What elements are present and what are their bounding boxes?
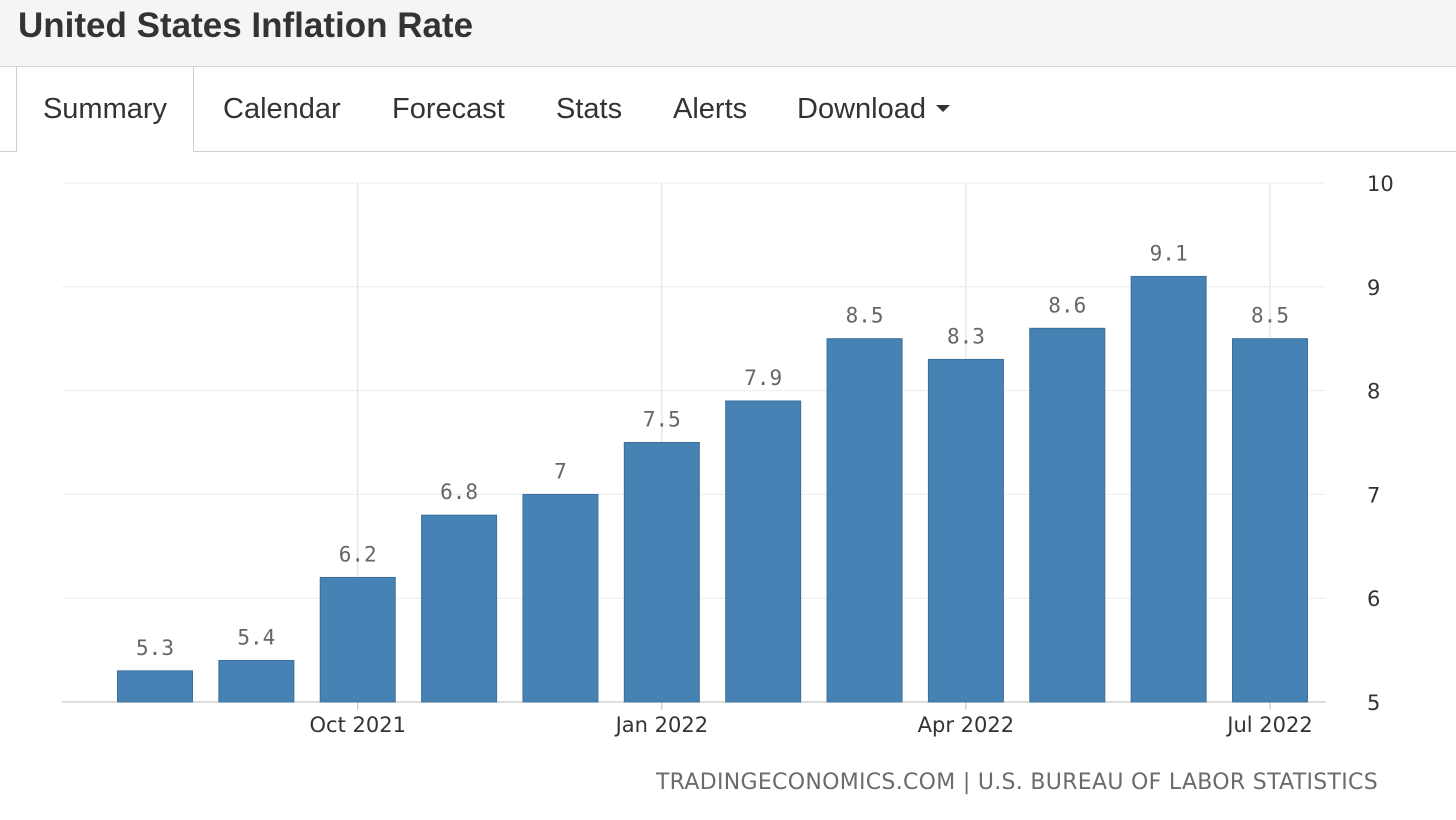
- y-tick-label: 6: [1367, 587, 1380, 611]
- tab-calendar-label: Calendar: [223, 93, 341, 125]
- x-tick-label: Apr 2022: [918, 713, 1014, 737]
- tab-forecast[interactable]: Forecast: [392, 67, 505, 151]
- bar: [927, 358, 1004, 703]
- bar-value-label: 9.1: [1150, 241, 1188, 265]
- bar-value-label: 6.8: [440, 480, 478, 504]
- bar: [623, 442, 700, 703]
- bar: [1130, 275, 1207, 703]
- bar-value-label: 7: [554, 459, 567, 483]
- tab-forecast-label: Forecast: [392, 93, 505, 125]
- tab-alerts-label: Alerts: [673, 93, 748, 125]
- bar-value-label: 8.5: [846, 304, 884, 328]
- bar: [218, 659, 295, 703]
- bar: [522, 493, 599, 703]
- tab-alerts[interactable]: Alerts: [673, 67, 747, 151]
- tab-calendar[interactable]: Calendar: [223, 67, 341, 151]
- y-tick-label: 7: [1367, 483, 1380, 507]
- bar: [319, 576, 396, 703]
- bar-value-label: 8.6: [1048, 293, 1086, 317]
- bar: [1232, 338, 1308, 703]
- bar-value-label: 5.4: [237, 625, 275, 649]
- tab-summary-label: Summary: [42, 93, 168, 125]
- tab-stats[interactable]: Stats: [556, 67, 622, 151]
- y-tick-label: 9: [1367, 276, 1380, 300]
- tab-bar: Summary Calendar Forecast Stats Alerts D…: [0, 67, 1456, 152]
- x-tick-label: Jan 2022: [614, 713, 709, 737]
- bar: [117, 670, 193, 703]
- bar: [421, 514, 498, 703]
- page-title: United States Inflation Rate: [18, 6, 474, 45]
- tab-download-label: Download: [797, 93, 926, 125]
- inflation-bar-chart: 5 6 7 8 9 10 Oct 2021 Jan 2022 Apr 2022 Jul 2022 5…: [62, 172, 1394, 737]
- source-credit: TRADINGECONOMICS.COM | U.S. BUREAU OF LA…: [655, 770, 1378, 795]
- bar: [725, 400, 802, 703]
- bar-value-label: 8.5: [1251, 304, 1289, 328]
- chevron-down-icon: [935, 104, 950, 112]
- bar-value-label: 7.9: [744, 366, 782, 390]
- tab-summary[interactable]: Summary: [16, 67, 194, 152]
- y-tick-label: 5: [1367, 691, 1380, 715]
- title-bar: United States Inflation Rate: [0, 0, 1456, 67]
- bar: [1029, 327, 1106, 703]
- x-tick-label: Oct 2021: [310, 713, 406, 737]
- bar-value-label: 6.2: [339, 542, 377, 566]
- bar-value-label: 7.5: [643, 408, 681, 432]
- x-tick-label: Jul 2022: [1225, 713, 1312, 737]
- tab-download[interactable]: Download: [797, 67, 950, 151]
- y-tick-label: 8: [1367, 380, 1380, 404]
- bar: [826, 338, 903, 703]
- tab-stats-label: Stats: [556, 93, 623, 125]
- bar-value-label: 5.3: [136, 636, 174, 660]
- y-tick-label: 10: [1367, 172, 1394, 196]
- bar-value-label: 8.3: [947, 324, 985, 348]
